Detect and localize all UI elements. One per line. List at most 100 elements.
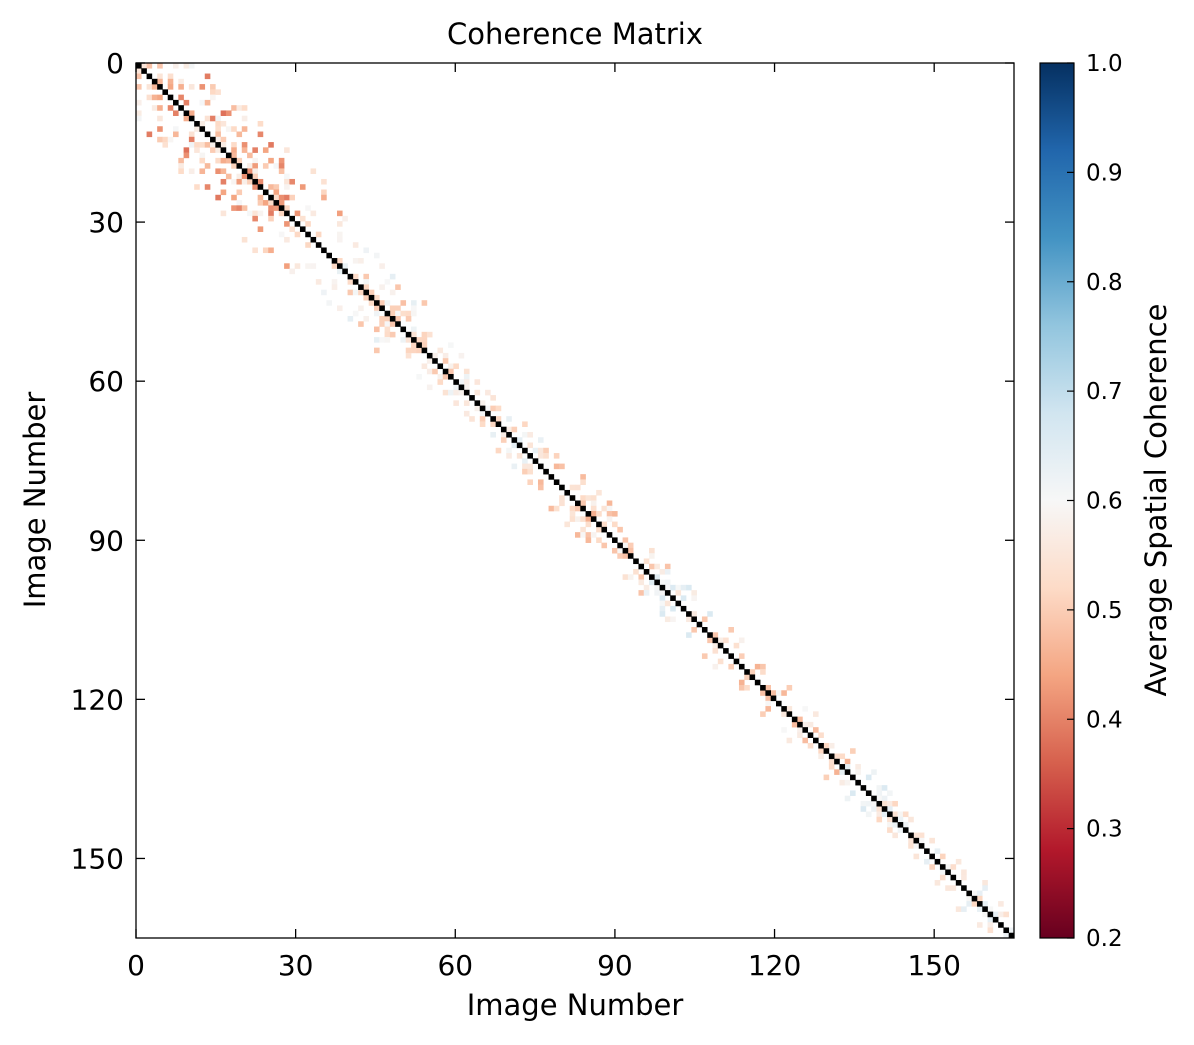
heatmap-cell (384, 316, 391, 322)
heatmap-cell (913, 843, 920, 849)
diagonal-cell (585, 511, 592, 517)
diagonal-cell (299, 226, 306, 232)
diagonal-cell (939, 864, 946, 870)
heatmap-cell (580, 500, 586, 507)
heatmap-cell (268, 184, 274, 190)
heatmap-cell (537, 484, 544, 491)
heatmap-cell (241, 142, 248, 148)
heatmap-cell (876, 790, 883, 796)
diagonal-cell (675, 600, 682, 607)
heatmap-cell (178, 78, 184, 85)
heatmap-cell (680, 584, 687, 591)
heatmap-cell (294, 210, 301, 217)
heatmap-cell (485, 389, 491, 396)
heatmap-cell (537, 437, 544, 443)
diagonal-cell (818, 742, 824, 749)
heatmap-cell (728, 627, 734, 633)
heatmap-cell (167, 136, 174, 143)
diagonal-cell (463, 389, 470, 396)
heatmap-cell (384, 279, 391, 285)
heatmap-cell (738, 637, 745, 644)
heatmap-cell (929, 864, 935, 870)
heatmap-cell (453, 384, 459, 391)
heatmap-cell (976, 922, 983, 928)
heatmap-cell (294, 263, 301, 269)
heatmap-cell (379, 263, 385, 269)
heatmap-cell (844, 758, 851, 765)
heatmap-cell (157, 63, 163, 69)
heatmap-cell (818, 732, 824, 738)
diagonal-cell (384, 310, 391, 317)
heatmap-cell (786, 706, 793, 712)
diagonal-cell (268, 194, 274, 201)
heatmap-cell (426, 368, 433, 375)
heatmap-cell (585, 537, 592, 543)
heatmap-cell (215, 157, 221, 164)
chart-title: Coherence Matrix (447, 17, 703, 51)
diagonal-cell (210, 136, 216, 143)
heatmap-cell (506, 426, 512, 433)
heatmap-cell (527, 442, 533, 449)
diagonal-cell (188, 115, 195, 122)
diagonal-cell (638, 563, 645, 570)
heatmap-cell (511, 426, 518, 433)
heatmap-cell (278, 210, 285, 217)
diagonal-cell (834, 758, 840, 765)
heatmap-cell (421, 363, 428, 370)
diagonal-cell (421, 347, 428, 354)
heatmap-cell (199, 120, 206, 127)
heatmap-cell (368, 289, 375, 296)
diagonal-cell (686, 611, 692, 617)
heatmap-cell (802, 737, 809, 744)
heatmap-cell (257, 210, 264, 217)
heatmap-cell (273, 163, 280, 169)
heatmap-cell (252, 215, 258, 222)
heatmap-cell (257, 120, 264, 127)
heatmap-cell (389, 310, 396, 317)
heatmap-cell (199, 84, 206, 90)
heatmap-cell (569, 511, 576, 517)
diagonal-cell (871, 795, 877, 802)
heatmap-cell (945, 864, 951, 870)
heatmap-cell (400, 337, 407, 343)
heatmap-cell (770, 690, 777, 696)
y-tick-label: 0 (106, 47, 124, 80)
diagonal-cell (474, 400, 481, 406)
heatmap-cell (384, 326, 391, 333)
heatmap-cell (379, 321, 385, 327)
diagonal-cell (516, 442, 523, 449)
heatmap-cell (310, 168, 317, 174)
diagonal-cell (580, 505, 586, 512)
diagonal-cell (913, 837, 920, 844)
diagonal-cell (352, 279, 359, 285)
diagonal-cell (992, 916, 999, 923)
heatmap-cell (908, 837, 914, 844)
heatmap-cell (157, 94, 163, 101)
diagonal-cell (262, 189, 269, 196)
heatmap-cell (606, 500, 613, 507)
diagonal-cell (379, 305, 385, 312)
heatmap-cell (760, 663, 766, 670)
heatmap-cell (490, 405, 496, 412)
heatmap-cell (294, 231, 301, 238)
diagonal-cell (643, 569, 650, 575)
heatmap-cell (421, 331, 428, 338)
heatmap-cell (188, 63, 195, 69)
heatmap-cell (358, 289, 364, 296)
heatmap-cell (199, 168, 206, 174)
heatmap-cell (257, 131, 264, 138)
heatmap-cell (411, 310, 417, 317)
heatmap-cell (310, 263, 317, 269)
diagonal-cell (728, 653, 734, 659)
heatmap-cell (664, 563, 671, 570)
heatmap-cell (522, 463, 528, 470)
heatmap-cell (400, 300, 407, 306)
heatmap-cell (754, 663, 761, 670)
heatmap-cell (215, 131, 221, 138)
heatmap-cell (252, 157, 258, 164)
heatmap-cell (590, 511, 597, 517)
heatmap-cell (479, 416, 486, 422)
heatmap-cell (902, 811, 909, 818)
diagonal-cell (458, 384, 465, 391)
heatmap-cell (834, 753, 840, 760)
